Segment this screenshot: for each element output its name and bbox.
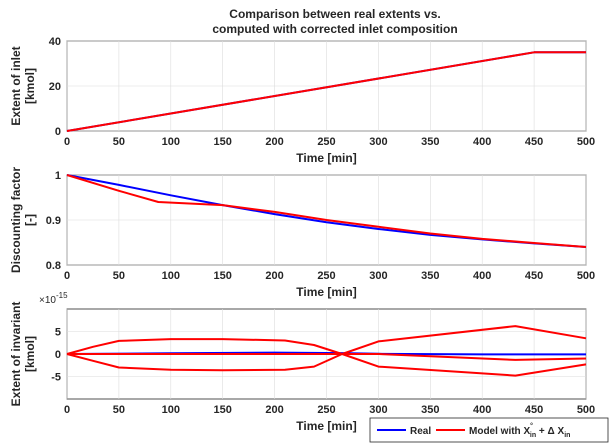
x-tick-label: 350 — [421, 270, 439, 282]
x-axis-label-1: Time [min] — [296, 151, 356, 165]
y-tick-label: 0 — [55, 126, 61, 138]
x-tick-label: 150 — [214, 270, 232, 282]
x-axis-label-3: Time [min] — [296, 419, 356, 433]
x-tick-label: 100 — [162, 270, 180, 282]
series-line-3-3 — [66, 353, 587, 377]
series-line-1-2 — [66, 51, 586, 132]
legend-model-sub2: in — [564, 432, 570, 439]
x-tick-label: 100 — [162, 136, 180, 148]
y-axis-label-line: Discounting factor — [9, 167, 23, 273]
x-tick-label: 300 — [369, 404, 387, 416]
y-axis-exponent-power: -15 — [56, 291, 68, 300]
axis-text: 0 50 100 150 200 250 300 350 400 450 50002040Time … — [9, 36, 595, 433]
x-tick-label: 500 — [577, 270, 595, 282]
legend-model-sup: ° — [530, 422, 533, 430]
chart-title-line-2: computed with corrected inlet compositio… — [212, 22, 457, 36]
x-tick-label: 250 — [317, 270, 335, 282]
y-axis-exponent: ×10-15 — [39, 291, 68, 306]
x-tick-label: 0 — [64, 404, 70, 416]
x-tick-label: 450 — [525, 270, 543, 282]
legend-box — [369, 417, 609, 443]
x-tick-label: 500 — [577, 404, 595, 416]
legend-model-main: Model with X — [469, 426, 530, 437]
x-tick-label: 400 — [473, 136, 491, 148]
x-tick-label: 200 — [265, 404, 283, 416]
y-axis-label-3: Extent of invariant[kmol] — [9, 302, 37, 407]
y-tick-label: -5 — [51, 372, 61, 384]
x-tick-label: 350 — [421, 404, 439, 416]
legend-real-label: Real — [410, 426, 431, 437]
x-tick-label: 50 — [113, 270, 125, 282]
y-axis-label-line: Extent of inlet — [9, 46, 23, 125]
x-tick-label: 100 — [162, 404, 180, 416]
y-axis-label-2: Discounting factor[-] — [9, 167, 37, 273]
series-line-3-2 — [66, 325, 587, 355]
y-tick-label: 0.9 — [46, 215, 61, 227]
legend-model-label: Model with X° in + Δ Xin — [469, 422, 570, 439]
x-tick-label: 200 — [265, 270, 283, 282]
x-tick-label: 250 — [317, 136, 335, 148]
x-tick-label: 200 — [265, 136, 283, 148]
data-series — [66, 51, 587, 377]
chart-title-line-1: Comparison between real extents vs. — [229, 7, 440, 21]
y-tick-label: 0.8 — [46, 260, 61, 272]
y-axis-label-line: Extent of invariant — [9, 302, 23, 407]
x-tick-label: 300 — [369, 270, 387, 282]
x-tick-label: 450 — [525, 404, 543, 416]
legend-model-mid: + Δ X — [536, 426, 564, 437]
x-tick-label: 500 — [577, 136, 595, 148]
y-axis-label-line: [kmol] — [23, 336, 37, 372]
y-axis-label-1: Extent of inlet[kmol] — [9, 46, 37, 125]
y-axis-label-line: [kmol] — [23, 68, 37, 104]
x-tick-label: 50 — [113, 404, 125, 416]
x-tick-label: 150 — [214, 404, 232, 416]
x-tick-label: 400 — [473, 404, 491, 416]
y-tick-label: 5 — [55, 327, 61, 339]
y-tick-label: 0 — [55, 349, 61, 361]
legend-model-sub: in — [530, 432, 536, 439]
x-axis-label-2: Time [min] — [296, 285, 356, 299]
y-tick-label: 40 — [49, 36, 61, 48]
y-tick-label: 20 — [49, 81, 61, 93]
series-line-3-4 — [67, 353, 587, 361]
x-tick-label: 0 — [64, 136, 70, 148]
series-line-2-2 — [66, 174, 587, 248]
x-tick-label: 250 — [317, 404, 335, 416]
x-tick-label: 300 — [369, 136, 387, 148]
x-tick-label: 400 — [473, 270, 491, 282]
y-axis-label-line: [-] — [23, 214, 37, 226]
x-tick-label: 350 — [421, 136, 439, 148]
x-tick-label: 450 — [525, 136, 543, 148]
y-tick-label: 1 — [55, 170, 61, 182]
x-tick-label: 50 — [113, 136, 125, 148]
x-tick-label: 0 — [64, 270, 70, 282]
legend: Real Model with X° in + Δ Xin — [369, 417, 609, 443]
x-tick-label: 150 — [214, 136, 232, 148]
